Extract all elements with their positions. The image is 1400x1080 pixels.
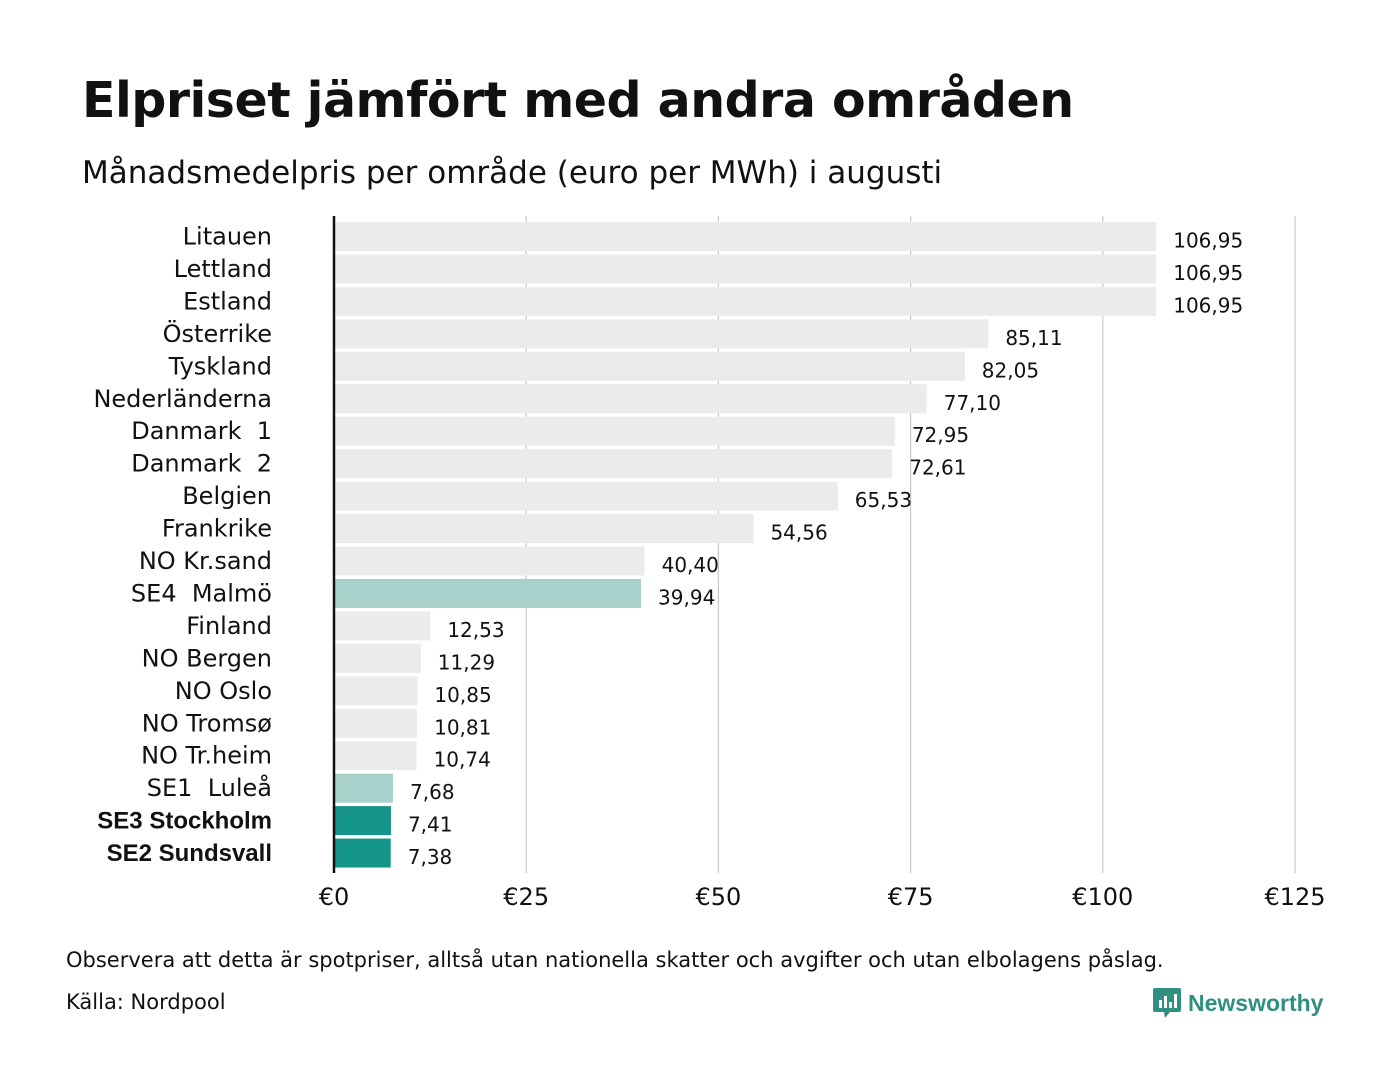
bar[interactable] — [334, 578, 642, 608]
bar[interactable] — [334, 514, 754, 544]
x-tick-label: €0 — [319, 883, 350, 911]
category-labels: Litauen Lettland Estland Österrike Tyskland N… — [93, 223, 272, 868]
bar[interactable] — [334, 286, 1157, 316]
value-labels: 106,95 106,95 106,95 85,11 82,05 77,10 72,95 72… — [408, 229, 1243, 870]
category-label: NO Tromsø — [142, 709, 272, 737]
value-label: 40,40 — [662, 553, 719, 577]
category-label: NO Bergen — [142, 644, 272, 672]
bar[interactable] — [334, 741, 417, 771]
bar[interactable] — [334, 222, 1157, 251]
value-label: 11,29 — [438, 650, 495, 674]
bar[interactable] — [334, 416, 895, 446]
bar[interactable] — [334, 806, 391, 836]
bar[interactable] — [334, 546, 645, 576]
category-label: Finland — [186, 612, 272, 640]
bar[interactable] — [334, 708, 418, 738]
category-label: Frankrike — [162, 515, 272, 543]
value-label: 72,95 — [912, 423, 969, 447]
newsworthy-logo-icon — [1153, 988, 1181, 1018]
footnote: Observera att detta är spotpriser, allts… — [66, 948, 1164, 972]
bar[interactable] — [334, 676, 418, 706]
bar[interactable] — [334, 611, 431, 641]
bar[interactable] — [334, 481, 838, 511]
x-tick-label: €25 — [503, 883, 549, 911]
value-label: 7,68 — [410, 780, 455, 804]
value-label: 54,56 — [770, 521, 827, 545]
category-label: Danmark 1 — [131, 417, 272, 445]
value-label: 82,05 — [982, 358, 1039, 382]
value-label: 106,95 — [1173, 261, 1243, 285]
category-label: Belgien — [182, 482, 272, 510]
category-label: Österrike — [163, 319, 272, 348]
category-label: Litauen — [183, 223, 272, 251]
source-note: Källa: Nordpool — [66, 990, 226, 1014]
value-label: 106,95 — [1173, 293, 1243, 317]
value-label: 72,61 — [909, 456, 966, 480]
newsworthy-brand[interactable]: Newsworthy — [1152, 986, 1323, 1020]
value-label: 10,81 — [434, 715, 491, 739]
category-label: SE4 Malmö — [131, 579, 272, 607]
category-label: NO Oslo — [175, 677, 272, 705]
value-label: 39,94 — [658, 585, 715, 609]
value-label: 7,38 — [408, 845, 453, 869]
bar[interactable] — [334, 773, 394, 803]
chart-title: Elpriset jämfört med andra områden — [82, 72, 1074, 129]
value-label: 10,74 — [434, 748, 491, 772]
value-label: 10,85 — [434, 683, 491, 707]
bar[interactable] — [334, 351, 965, 381]
bar[interactable] — [334, 319, 989, 349]
chart-subtitle: Månadsmedelpris per område (euro per MWh… — [82, 155, 943, 191]
x-tick-label: €125 — [1264, 883, 1325, 911]
bars — [334, 222, 1157, 868]
bar[interactable] — [334, 643, 421, 673]
value-label: 65,53 — [855, 488, 912, 512]
category-label: Estland — [183, 287, 272, 315]
category-label: Nederländerna — [93, 385, 272, 413]
category-label: SE2 Sundsvall — [107, 840, 272, 867]
category-label: Danmark 2 — [131, 450, 272, 478]
bar[interactable] — [334, 254, 1157, 284]
category-label: SE3 Stockholm — [97, 808, 272, 835]
x-tick-label: €50 — [695, 883, 741, 911]
category-label: SE1 Luleå — [147, 773, 272, 802]
value-label: 106,95 — [1173, 229, 1243, 253]
bar[interactable] — [334, 449, 893, 479]
value-label: 7,41 — [408, 813, 453, 837]
bar[interactable] — [334, 838, 391, 868]
value-label: 85,11 — [1005, 326, 1062, 350]
category-label: NO Kr.sand — [139, 547, 272, 575]
x-axis-tick-labels: €0 €25 €50 €75 €100 €125 — [319, 883, 1326, 911]
brand-name: Newsworthy — [1188, 989, 1324, 1016]
x-tick-label: €100 — [1072, 883, 1133, 911]
x-tick-label: €75 — [888, 883, 934, 911]
value-label: 12,53 — [447, 618, 504, 642]
category-label: Tyskland — [168, 352, 272, 380]
bar[interactable] — [334, 384, 927, 414]
bar-chart: Litauen Lettland Estland Österrike Tyskland N… — [93, 216, 1326, 911]
value-label: 77,10 — [944, 391, 1001, 415]
category-label: Lettland — [174, 255, 272, 283]
category-label: NO Tr.heim — [141, 742, 272, 770]
